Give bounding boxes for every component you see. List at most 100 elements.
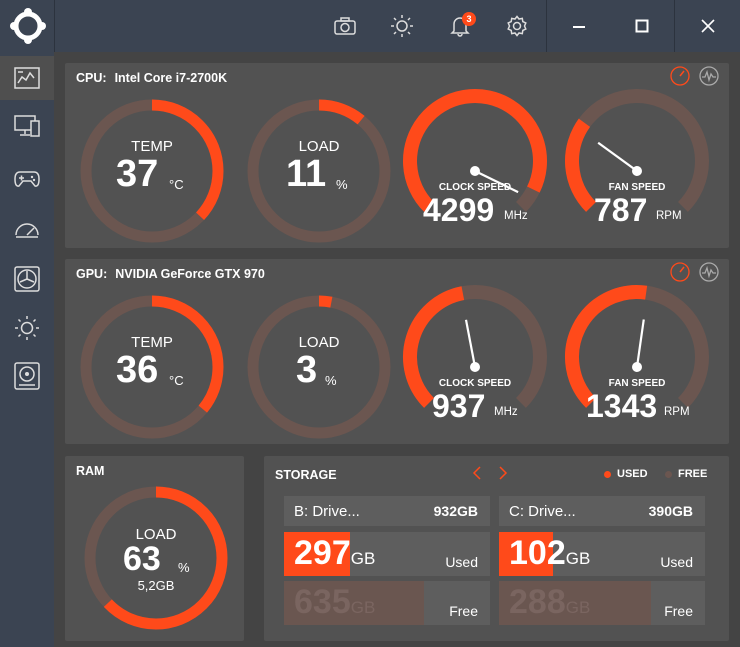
gpu-clock-value: 937 bbox=[432, 388, 486, 424]
temp-label: TEMP bbox=[131, 138, 173, 155]
ram-load-gauge: LOAD 63 % 5,2GB bbox=[78, 480, 234, 636]
drive-used-row: 102GB Used bbox=[499, 532, 705, 576]
sidebar-item-lighting[interactable] bbox=[0, 306, 54, 350]
gpu-fan-unit: RPM bbox=[664, 406, 690, 418]
speedometer-icon[interactable] bbox=[669, 261, 691, 283]
ram-used-amount: 5,2GB bbox=[137, 578, 175, 593]
used-value: 297GB bbox=[294, 534, 376, 572]
camera-icon[interactable] bbox=[329, 10, 361, 42]
drive-name: C: Drive... bbox=[509, 503, 576, 520]
load-label: LOAD bbox=[135, 526, 177, 543]
free-dot bbox=[665, 470, 672, 478]
sidebar-item-speedometer[interactable] bbox=[0, 207, 54, 251]
maximize-icon[interactable] bbox=[626, 10, 658, 42]
dashboard-icon bbox=[14, 67, 40, 89]
cpu-fan-dial: FAN SPEED 787 RPM bbox=[562, 86, 712, 236]
close-icon[interactable] bbox=[692, 10, 724, 42]
legend-free-label: FREE bbox=[678, 468, 708, 480]
clock-speed-label: CLOCK SPEED bbox=[438, 378, 512, 389]
ram-panel: RAM LOAD 63 % 5,2GB bbox=[65, 456, 244, 641]
load-label: LOAD bbox=[298, 138, 340, 155]
storage-title: STORAGE bbox=[275, 468, 337, 482]
gpu-fan-value: 1343 bbox=[586, 388, 658, 424]
used-bar bbox=[284, 532, 350, 576]
ram-load-unit: % bbox=[178, 560, 190, 575]
cpu-panel: CPU: Intel Core i7-2700K TEMP 37 °C LOAD … bbox=[65, 63, 729, 248]
bell-icon[interactable]: 3 bbox=[444, 10, 476, 42]
cpu-load-unit: % bbox=[336, 177, 348, 192]
sidebar bbox=[0, 52, 54, 647]
sidebar-item-storage[interactable] bbox=[0, 354, 54, 398]
free-bar bbox=[499, 581, 652, 625]
load-label: LOAD bbox=[298, 334, 340, 351]
drive-header[interactable]: C: Drive... 390GB bbox=[499, 496, 705, 526]
cpu-label: CPU: bbox=[76, 71, 107, 85]
gpu-load-value: 3 bbox=[296, 349, 318, 391]
ram-load-value: 63 bbox=[123, 540, 161, 578]
gpu-fan-dial: FAN SPEED 1343 RPM bbox=[562, 282, 712, 432]
free-bar bbox=[284, 581, 425, 625]
graph-icon[interactable] bbox=[698, 65, 720, 87]
gpu-temp-gauge: TEMP 36 °C bbox=[74, 289, 230, 445]
chevron-right-icon[interactable] bbox=[495, 464, 511, 482]
gpu-clock-unit: MHz bbox=[494, 406, 518, 418]
app-logo-icon bbox=[10, 8, 46, 44]
gpu-panel: GPU: NVIDIA GeForce GTX 970 TEMP 36 °C LO… bbox=[65, 259, 729, 444]
title-bar: 3 bbox=[0, 0, 740, 52]
fan-speed-label: FAN SPEED bbox=[608, 378, 666, 389]
cpu-clock-dial: CLOCK SPEED 4299 MHz bbox=[400, 86, 550, 236]
clock-speed-label: CLOCK SPEED bbox=[438, 182, 512, 193]
cpu-clock-unit: MHz bbox=[504, 210, 528, 222]
storage-icon bbox=[14, 362, 40, 390]
cpu-fan-unit: RPM bbox=[656, 210, 682, 222]
free-value: 635GB bbox=[294, 583, 376, 621]
legend-used: USED bbox=[604, 468, 648, 480]
speedometer-icon bbox=[15, 223, 39, 238]
gamepad-icon bbox=[14, 171, 40, 187]
drive-name: B: Drive... bbox=[294, 503, 360, 520]
temp-label: TEMP bbox=[131, 334, 173, 351]
used-label: Used bbox=[660, 554, 693, 570]
used-value: 102GB bbox=[509, 534, 591, 572]
monitor-icon bbox=[14, 115, 40, 137]
drive-used-row: 297GB Used bbox=[284, 532, 490, 576]
cpu-load-value: 11 bbox=[286, 153, 327, 195]
free-label: Free bbox=[449, 603, 478, 619]
brightness-icon[interactable] bbox=[386, 10, 418, 42]
divider bbox=[546, 0, 547, 52]
drive-size: 932GB bbox=[433, 503, 478, 519]
cpu-temp-value: 37 bbox=[116, 153, 159, 195]
cpu-temp-gauge: TEMP 37 °C bbox=[74, 93, 230, 249]
sidebar-item-monitor[interactable] bbox=[0, 104, 54, 148]
notification-badge: 3 bbox=[462, 12, 476, 26]
legend-used-label: USED bbox=[617, 468, 648, 480]
cpu-temp-unit: °C bbox=[169, 177, 184, 192]
speedometer-icon[interactable] bbox=[669, 65, 691, 87]
sidebar-item-cooling[interactable] bbox=[0, 257, 54, 301]
dashboard-content: CPU: Intel Core i7-2700K TEMP 37 °C LOAD … bbox=[54, 52, 740, 647]
drive-free-row: 635GB Free bbox=[284, 581, 490, 625]
cpu-clock-value: 4299 bbox=[423, 192, 495, 228]
drive-size: 390GB bbox=[648, 503, 693, 519]
gear-icon[interactable] bbox=[501, 10, 533, 42]
sidebar-item-dashboard[interactable] bbox=[0, 56, 54, 100]
free-value: 288GB bbox=[509, 583, 591, 621]
used-dot bbox=[604, 470, 611, 478]
divider bbox=[674, 0, 675, 52]
gpu-name: NVIDIA GeForce GTX 970 bbox=[115, 267, 265, 281]
cpu-title: CPU: Intel Core i7-2700K bbox=[76, 71, 227, 85]
gpu-temp-value: 36 bbox=[116, 349, 159, 391]
legend-free: FREE bbox=[665, 468, 707, 480]
chevron-left-icon[interactable] bbox=[469, 464, 485, 482]
gpu-temp-unit: °C bbox=[169, 373, 184, 388]
gpu-clock-dial: CLOCK SPEED 937 MHz bbox=[400, 282, 550, 432]
minimize-icon[interactable] bbox=[563, 10, 595, 42]
gpu-load-unit: % bbox=[325, 373, 337, 388]
free-label: Free bbox=[664, 603, 693, 619]
used-bar bbox=[499, 532, 553, 576]
cpu-load-gauge: LOAD 11 % bbox=[241, 93, 397, 249]
sidebar-item-gaming[interactable] bbox=[0, 157, 54, 201]
drive-header[interactable]: B: Drive... 932GB bbox=[284, 496, 490, 526]
ram-title: RAM bbox=[76, 464, 105, 478]
graph-icon[interactable] bbox=[698, 261, 720, 283]
